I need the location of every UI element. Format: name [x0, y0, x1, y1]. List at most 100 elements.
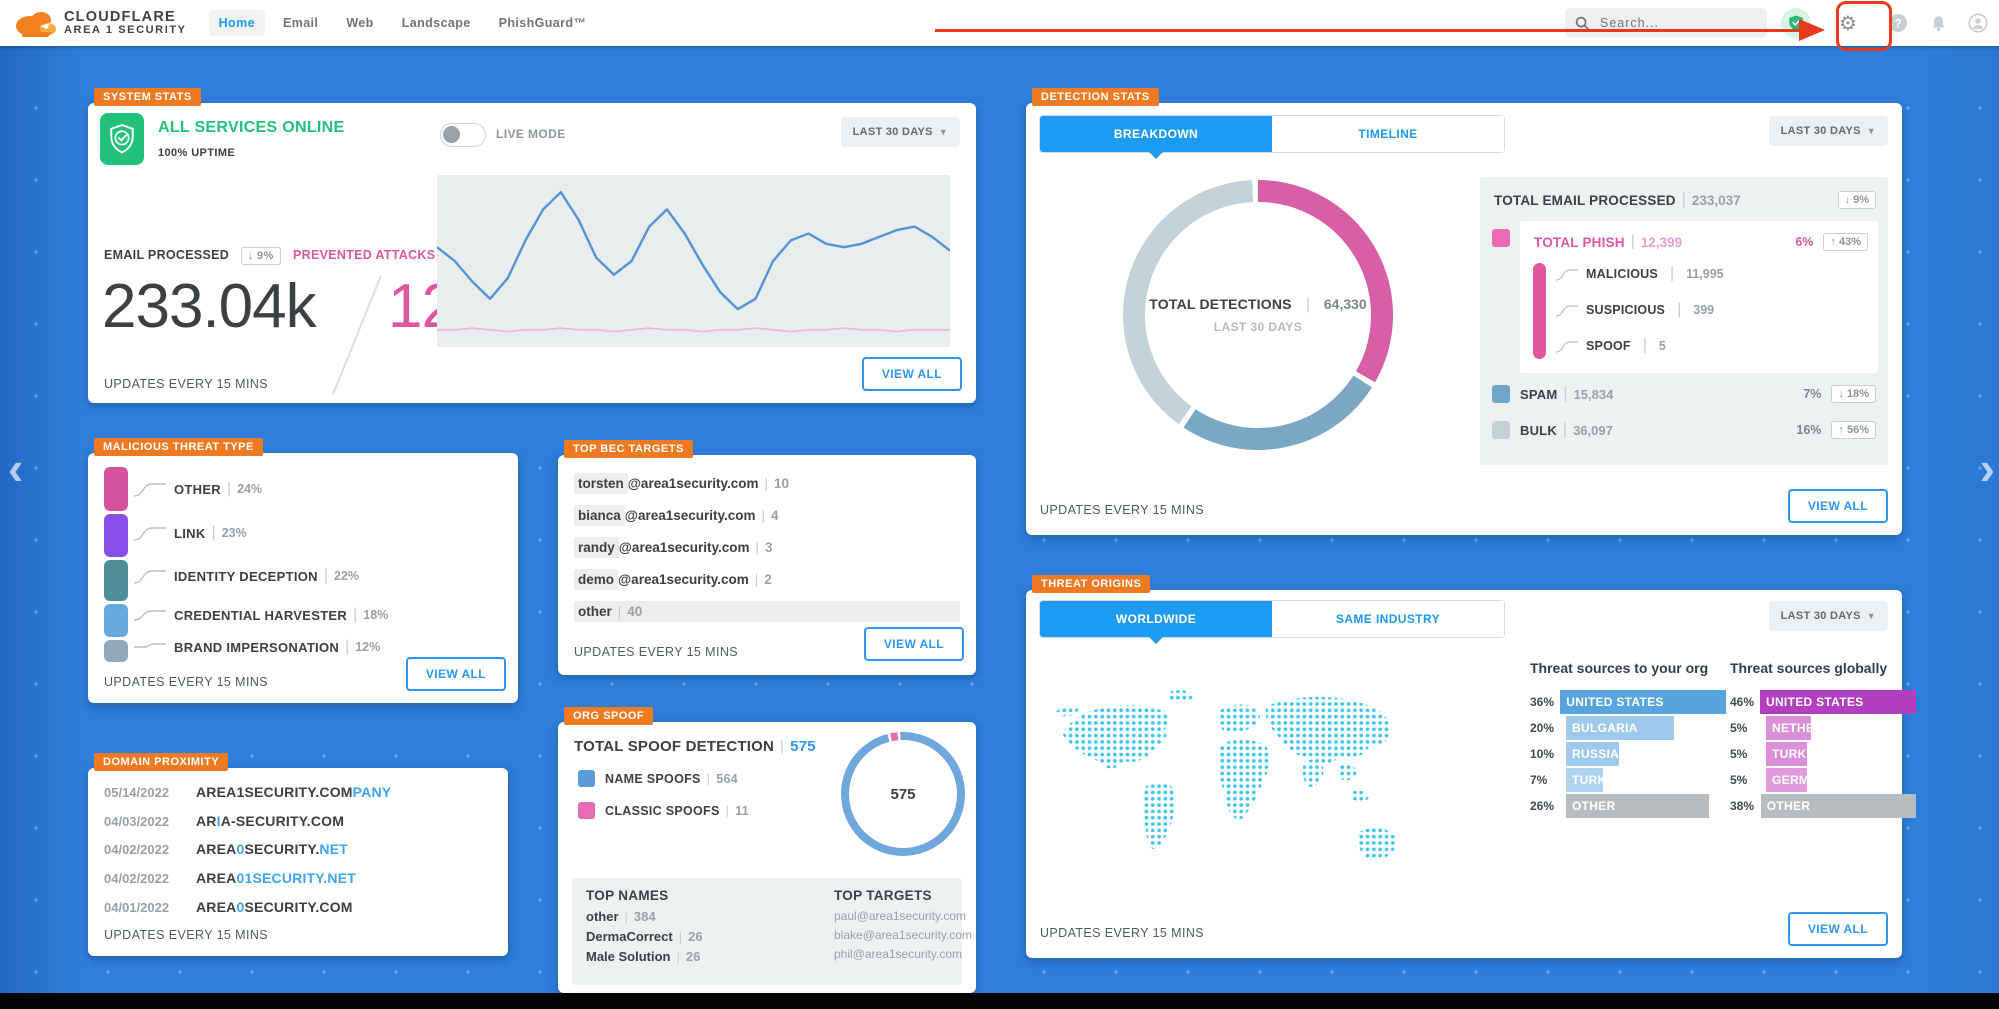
brand-name: CLOUDFLARE: [64, 8, 176, 25]
nav-item-email[interactable]: Email: [282, 16, 319, 30]
card-tag: DOMAIN PROXIMITY: [94, 753, 229, 771]
live-mode-toggle[interactable]: [440, 123, 486, 147]
legend-item: CLASSIC SPOOFS | 11: [578, 802, 749, 819]
threat-source-row: 5% NETHERLANDS: [1730, 716, 1916, 740]
domain-row[interactable]: 04/03/2022 ARIA-SECURITY.COM: [104, 813, 345, 829]
search-box[interactable]: [1565, 8, 1767, 38]
threat-source-row: 46% UNITED STATES: [1730, 690, 1916, 714]
world-map: [1054, 690, 1397, 860]
settings-button[interactable]: ⚙: [1825, 1, 1871, 45]
email-trend-chart: [437, 175, 950, 347]
bec-target-row[interactable]: randy @area1security.com | 3: [574, 537, 960, 558]
svg-text:?: ?: [1894, 17, 1901, 31]
tab-worldwide[interactable]: WORLDWIDE: [1040, 601, 1272, 644]
threat-source-row: 38% OTHER: [1730, 794, 1916, 818]
nav-item-phishguard[interactable]: PhishGuard™: [498, 16, 587, 30]
total-email-processed-label: TOTAL EMAIL PROCESSED: [1494, 192, 1676, 208]
bec-target-row[interactable]: bianca @area1security.com | 4: [574, 505, 960, 526]
bulk-delta-badge: ↑ 56%: [1831, 421, 1876, 439]
card-tag: TOP BEC TARGETS: [564, 440, 693, 458]
view-all-button[interactable]: VIEW ALL: [861, 357, 962, 391]
nav-item-landscape[interactable]: Landscape: [401, 16, 471, 30]
threat-source-row: 10% RUSSIA: [1530, 742, 1726, 766]
carousel-left-icon[interactable]: ‹: [8, 442, 24, 494]
bec-target-row[interactable]: torsten @area1security.com | 10: [574, 473, 960, 494]
protection-status-badge[interactable]: [1781, 8, 1811, 38]
threat-origins-card: THREAT ORIGINS WORLDWIDE SAME INDUSTRY L…: [1026, 575, 1916, 958]
top-target-row: blake@area1security.com: [834, 928, 973, 942]
phish-percent: 6%: [1795, 235, 1814, 249]
cloudflare-logo[interactable]: CLOUDFLARE AREA 1 SECURITY: [12, 6, 187, 40]
total-email-processed-value: 233,037: [1691, 192, 1741, 208]
prevented-attacks-label: PREVENTED ATTACKS: [293, 248, 436, 262]
user-icon: [1968, 13, 1988, 33]
threat-chip: [104, 604, 128, 637]
spoof-donut-value: 575: [890, 785, 916, 803]
domain-row[interactable]: 04/02/2022 AREA0SECURITY.NET: [104, 841, 349, 857]
phish-child-row: MALICIOUS | 11,995: [1554, 265, 1724, 283]
range-dropdown[interactable]: LAST 30 DAYS ▼: [1768, 116, 1888, 146]
threat-chip: [104, 640, 128, 662]
updates-note: UPDATES EVERY 15 MINS: [1040, 503, 1205, 517]
top-target-row: phil@area1security.com: [834, 947, 963, 961]
services-shield-icon: [100, 113, 144, 165]
view-all-button[interactable]: VIEW ALL: [1787, 912, 1888, 946]
nav-item-home[interactable]: Home: [208, 10, 265, 36]
connector-line: [133, 610, 166, 621]
gear-icon: ⚙: [1839, 12, 1857, 35]
bec-target-row[interactable]: other | 40: [574, 601, 960, 622]
updates-note: UPDATES EVERY 15 MINS: [574, 645, 739, 659]
email-processed-delta-badge: ↓ 9%: [240, 247, 281, 265]
divider: [332, 275, 382, 395]
spam-delta-badge: ↓ 18%: [1831, 385, 1876, 403]
card-tag: SYSTEM STATS: [94, 88, 201, 106]
domain-proximity-card: DOMAIN PROXIMITY 05/14/2022 AREA1SECURIT…: [88, 753, 508, 956]
carousel-right-icon[interactable]: ›: [1979, 442, 1995, 494]
total-email-delta-badge: ↓ 9%: [1837, 191, 1876, 209]
card-tag: MALICIOUS THREAT TYPE: [94, 438, 263, 456]
range-dropdown[interactable]: LAST 30 DAYS ▼: [1768, 601, 1888, 631]
org-sources-header: Threat sources to your org: [1530, 660, 1709, 676]
connector-line: [133, 570, 166, 584]
updates-note: UPDATES EVERY 15 MINS: [104, 377, 269, 391]
bec-target-row[interactable]: demo @area1security.com | 2: [574, 569, 960, 590]
view-all-button[interactable]: VIEW ALL: [405, 657, 506, 691]
org-spoof-card: ORG SPOOF TOTAL SPOOF DETECTION | 575 NAME…: [558, 707, 976, 993]
chevron-down-icon: ▼: [1866, 126, 1876, 136]
card-tag: ORG SPOOF: [564, 707, 654, 725]
notifications-button[interactable]: [1925, 10, 1951, 36]
cloudflare-cloud-icon: [16, 12, 56, 37]
bulk-row: BULK | 36,097 16% ↑ 56%: [1520, 421, 1876, 439]
phish-breakdown-card: TOTAL PHISH | 12,399 6% ↑ 43% MALICIOUS |…: [1520, 221, 1878, 373]
domain-row[interactable]: 04/01/2022 AREA0SECURITY.COM: [104, 899, 353, 915]
view-all-button[interactable]: VIEW ALL: [863, 627, 964, 661]
classic-spoofs-chip: [578, 802, 595, 819]
threat-source-row: 7% TURKEY: [1530, 768, 1726, 792]
tab-breakdown[interactable]: BREAKDOWN: [1040, 116, 1272, 159]
phish-chip: [1492, 229, 1510, 247]
connector-line: [133, 527, 166, 541]
threat-source-row: 5% TURKEY: [1730, 742, 1916, 766]
connector-line: [1555, 305, 1578, 317]
account-button[interactable]: [1965, 10, 1991, 36]
view-all-button[interactable]: VIEW ALL: [1787, 489, 1888, 523]
email-processed-value: 233.04k: [102, 272, 317, 341]
tab-same-industry[interactable]: SAME INDUSTRY: [1272, 601, 1504, 637]
domain-row[interactable]: 05/14/2022 AREA1SECURITY.COMPANY: [104, 784, 392, 800]
nav-item-web[interactable]: Web: [346, 16, 374, 30]
range-dropdown[interactable]: LAST 30 DAYS ▼: [840, 117, 960, 147]
threat-source-row: 5% GERMANY: [1730, 768, 1916, 792]
help-button[interactable]: ?: [1885, 10, 1911, 36]
phish-child-row: SUSPICIOUS | 399: [1554, 301, 1714, 319]
brand-subname: AREA 1 SECURITY: [64, 23, 187, 36]
search-input[interactable]: [1598, 15, 1732, 31]
domain-row[interactable]: 04/02/2022 AREA01SECURITY.NET: [104, 870, 356, 886]
live-mode-label: LIVE MODE: [496, 127, 566, 141]
card-tag: THREAT ORIGINS: [1032, 575, 1151, 593]
tab-timeline[interactable]: TIMELINE: [1272, 116, 1504, 152]
spoof-title: TOTAL SPOOF DETECTION: [574, 738, 775, 755]
threat-source-row: 26% OTHER: [1530, 794, 1726, 818]
total-phish-value: 12,399: [1640, 234, 1683, 250]
chevron-down-icon: ▼: [938, 127, 948, 137]
total-phish-label: TOTAL PHISH: [1534, 234, 1625, 250]
